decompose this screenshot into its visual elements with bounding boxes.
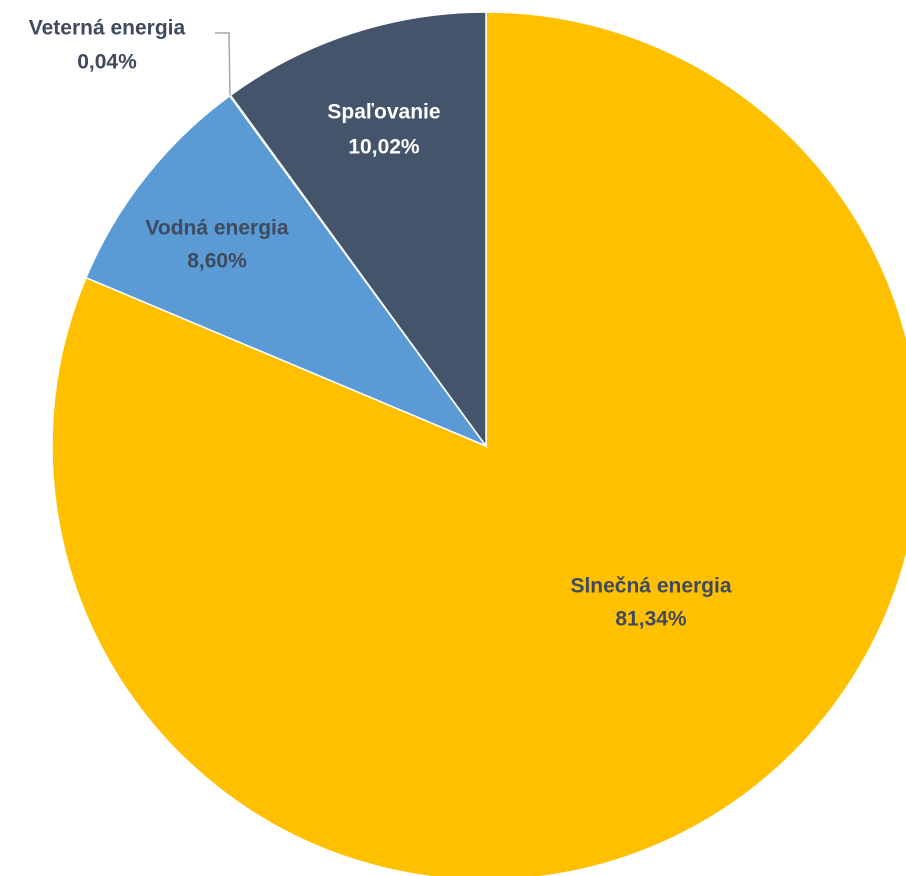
pie-slice-vodna-energia [84, 94, 489, 448]
leader-line-veterna-energia [215, 32, 231, 96]
slice-value-label-slnecna-energia: 81,34% [615, 608, 687, 631]
slices-layer [51, 11, 906, 876]
slice-name-label-spalovanie: Spaľovanie [327, 101, 440, 124]
pie-slice-slnecna-energia [51, 11, 906, 876]
slice-value-label-veterna-energia: 0,04% [77, 51, 137, 74]
labels-layer: Slnečná energia 81,34% Vodná energia 8,60% V… [29, 17, 732, 631]
slice-name-label-slnecna-energia: Slnečná energia [570, 575, 731, 598]
slice-value-label-spalovanie: 10,02% [348, 136, 420, 159]
slice-name-label-vodna-energia: Vodná energia [145, 217, 288, 240]
pie-slice-spalovanie [229, 11, 487, 449]
slice-value-label-vodna-energia: 8,60% [187, 250, 247, 273]
slice-name-label-veterna-energia: Veterná energia [29, 17, 186, 40]
leader-lines-layer [215, 32, 231, 96]
